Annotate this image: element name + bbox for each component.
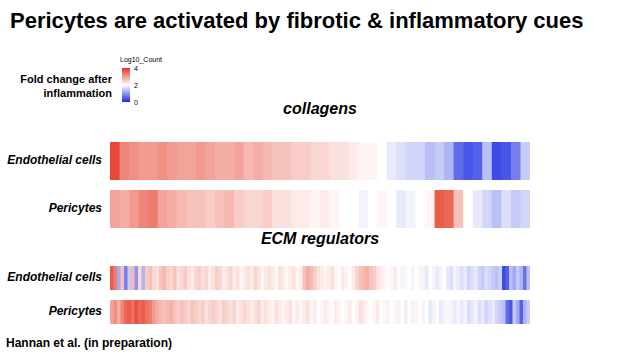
html-text:ECM regulators: ECM regulators [260,230,380,247]
html-text:Hannan et al. (in preparation): Hannan et al. (in preparation) [6,336,172,350]
html-text:Fold change after inflammation: Fold change after inflammation [20,73,112,99]
svg-text:2: 2 [134,82,138,89]
svg-text:0: 0 [134,99,138,106]
html-text:Pericytes are activated by fib: Pericytes are activated by fibrotic & in… [10,8,584,33]
svg-text:4: 4 [134,65,138,72]
html-text:collagens: collagens [283,100,357,117]
html-text:Endothelial cells: Endothelial cells [7,270,102,284]
html-text:Pericytes: Pericytes [48,201,102,215]
html-text:Pericytes: Pericytes [48,304,102,318]
html-text:Log10_Count: Log10_Count [120,56,162,63]
html-text:Endothelial cells: Endothelial cells [7,153,102,167]
